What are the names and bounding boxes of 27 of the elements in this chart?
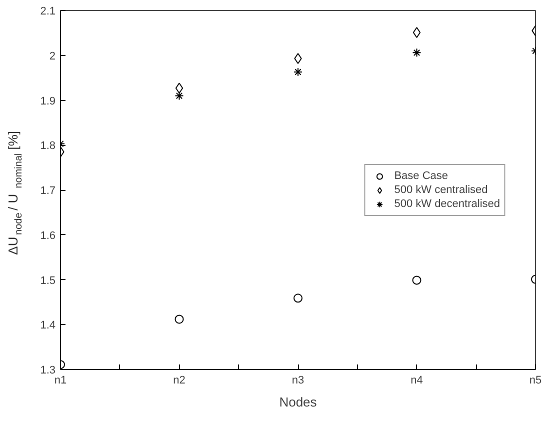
y-tick-label: 1.8 xyxy=(40,140,56,152)
legend-label: 500 kW decentralised xyxy=(394,196,500,210)
point xyxy=(294,67,302,76)
x-tick-label: n2 xyxy=(173,374,186,386)
x-tick-label: n3 xyxy=(292,374,304,386)
point xyxy=(294,294,302,303)
y-tick-label: 1.3 xyxy=(40,364,56,376)
legend-label: 500 kW centralised xyxy=(394,182,488,196)
y-axis-title: ΔUnode / Unominal [%] xyxy=(6,130,24,255)
x-tick-label: n4 xyxy=(410,374,423,386)
point xyxy=(175,82,184,94)
y-tick-label: 2 xyxy=(49,50,56,62)
y-tick-label: 1.9 xyxy=(40,95,56,108)
point xyxy=(174,314,184,324)
y-tick-label: 1.7 xyxy=(40,185,56,197)
legend-label: Base Case xyxy=(394,168,448,182)
point xyxy=(412,48,422,58)
point xyxy=(412,26,421,38)
y-tick-label: 1.6 xyxy=(40,230,56,242)
y-tick-label: 1.5 xyxy=(40,274,56,287)
x-tick-label: n1 xyxy=(54,374,67,386)
x-axis-title: Nodes xyxy=(279,394,318,410)
point xyxy=(174,91,184,100)
y-tick-label: 2.1 xyxy=(40,6,56,18)
y-tick-label: 1.4 xyxy=(40,320,56,332)
x-tick-label: n5 xyxy=(529,374,542,386)
point xyxy=(412,276,422,285)
